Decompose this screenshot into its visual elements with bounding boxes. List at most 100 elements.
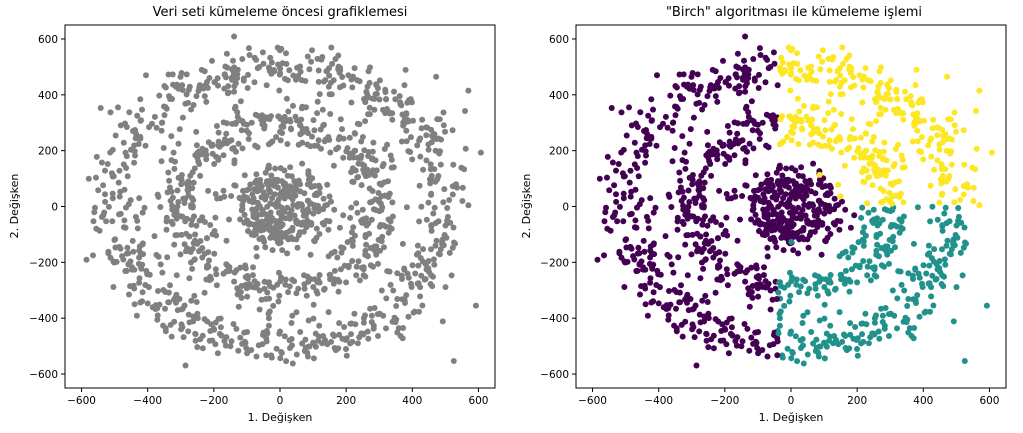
data-point — [702, 213, 708, 220]
data-point — [171, 241, 178, 248]
data-point — [774, 192, 781, 199]
data-point — [894, 295, 901, 302]
data-point — [694, 215, 701, 222]
data-point — [786, 209, 793, 216]
data-point — [777, 116, 784, 123]
data-point — [211, 161, 218, 167]
data-point — [837, 72, 844, 79]
data-point — [731, 187, 738, 194]
data-point — [299, 160, 306, 167]
data-point — [311, 127, 318, 134]
data-point — [756, 45, 763, 52]
data-point — [764, 244, 771, 251]
data-point — [864, 263, 871, 270]
data-point — [898, 281, 905, 288]
data-point — [340, 154, 347, 161]
data-point — [139, 106, 145, 113]
data-point — [763, 142, 770, 149]
data-point — [669, 119, 676, 126]
data-point — [123, 250, 130, 257]
data-point — [847, 224, 854, 231]
data-point — [151, 233, 158, 240]
data-point — [342, 336, 349, 343]
data-point — [703, 337, 710, 344]
data-point — [300, 212, 307, 219]
data-point — [183, 248, 189, 255]
data-point — [801, 102, 807, 109]
data-point — [882, 106, 889, 113]
data-point — [626, 104, 632, 111]
data-point — [788, 137, 795, 144]
data-point — [957, 197, 964, 203]
data-point — [316, 184, 323, 191]
data-point — [917, 96, 924, 103]
data-point — [375, 260, 381, 267]
data-point — [401, 265, 408, 272]
data-point — [934, 157, 941, 164]
data-point — [410, 117, 416, 124]
data-point — [694, 71, 701, 78]
data-point — [100, 182, 107, 189]
data-point — [779, 172, 786, 179]
data-point — [263, 82, 270, 89]
data-point — [166, 184, 173, 191]
data-point — [267, 209, 274, 216]
data-point — [387, 281, 394, 288]
data-point — [939, 126, 946, 133]
data-point — [609, 214, 616, 220]
data-point — [356, 277, 363, 284]
data-point — [744, 325, 751, 332]
data-point — [868, 155, 875, 162]
data-point — [897, 268, 904, 275]
data-point — [951, 199, 958, 206]
data-point — [873, 234, 880, 240]
data-point — [237, 216, 244, 223]
data-point — [348, 331, 354, 338]
data-point — [380, 222, 387, 229]
data-point — [409, 156, 416, 163]
data-point — [867, 277, 874, 284]
data-point — [914, 204, 921, 211]
data-point — [704, 222, 711, 229]
data-point — [155, 253, 162, 260]
data-point — [262, 169, 269, 176]
data-point — [869, 138, 876, 145]
data-point — [418, 272, 425, 279]
data-point — [950, 318, 957, 325]
data-point — [889, 287, 896, 294]
data-point — [338, 249, 345, 256]
data-point — [175, 212, 182, 219]
data-point — [135, 141, 142, 147]
data-point — [194, 315, 201, 322]
data-point — [133, 312, 140, 319]
data-point — [173, 208, 180, 215]
data-point — [880, 148, 887, 155]
data-point — [655, 271, 662, 278]
data-point — [277, 355, 284, 362]
data-point — [353, 263, 360, 270]
data-point — [275, 209, 282, 216]
data-point — [251, 79, 258, 86]
data-point — [694, 248, 700, 255]
data-point — [688, 175, 695, 182]
data-point — [348, 99, 355, 106]
data-point — [179, 114, 186, 121]
data-point — [704, 128, 711, 135]
data-point — [821, 340, 828, 347]
data-point — [891, 222, 898, 229]
data-point — [291, 212, 298, 219]
data-point — [776, 322, 783, 329]
data-point — [168, 333, 175, 340]
data-point — [802, 178, 809, 185]
chart-title: Veri seti kümeleme öncesi grafiklemesi — [153, 5, 408, 20]
data-point — [314, 98, 321, 105]
data-point — [220, 152, 227, 159]
data-point — [407, 134, 414, 141]
data-point — [197, 238, 204, 244]
data-point — [750, 56, 757, 62]
data-point — [909, 138, 916, 145]
data-point — [305, 171, 312, 178]
data-point — [231, 33, 238, 40]
data-point — [731, 152, 738, 159]
data-point — [365, 335, 372, 342]
